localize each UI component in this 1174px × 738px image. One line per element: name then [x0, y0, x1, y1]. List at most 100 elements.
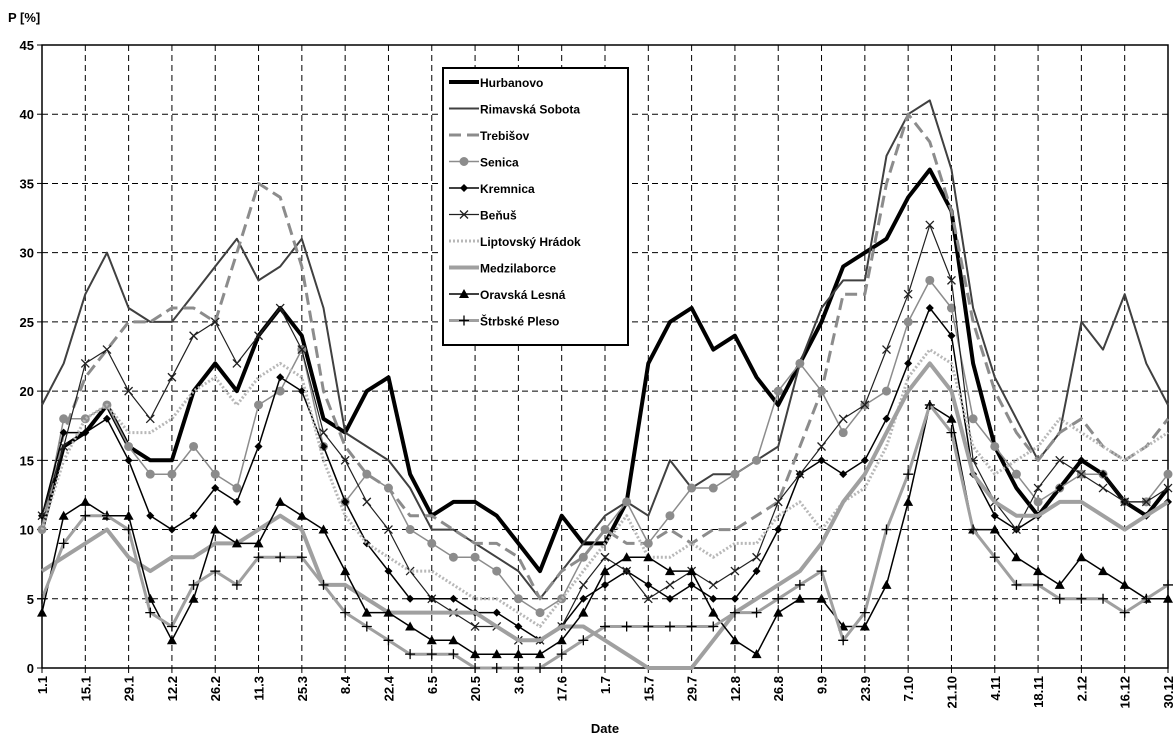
marker	[319, 428, 328, 438]
marker	[838, 414, 848, 424]
marker	[405, 525, 415, 535]
marker	[231, 538, 242, 548]
marker	[59, 442, 69, 451]
marker	[210, 317, 220, 327]
marker	[37, 607, 47, 617]
marker	[989, 552, 1000, 563]
marker	[556, 649, 567, 660]
marker	[275, 303, 285, 313]
marker	[426, 635, 437, 645]
marker	[189, 511, 198, 520]
marker	[459, 210, 469, 219]
marker	[687, 580, 696, 589]
x-tick-label: 2.12	[1074, 676, 1089, 701]
marker	[319, 442, 328, 451]
marker	[362, 497, 372, 507]
marker	[1098, 566, 1109, 576]
marker	[340, 566, 351, 576]
series	[37, 399, 1173, 673]
marker	[37, 511, 47, 521]
legend-box	[442, 67, 629, 346]
marker	[795, 358, 805, 368]
marker	[459, 157, 469, 166]
marker	[1033, 566, 1044, 576]
marker	[211, 484, 220, 493]
marker	[384, 525, 393, 535]
marker	[643, 538, 653, 548]
marker	[903, 317, 913, 327]
marker	[644, 580, 653, 589]
marker	[275, 496, 286, 506]
marker	[58, 538, 69, 549]
marker	[406, 594, 415, 603]
marker	[601, 580, 609, 589]
legend: Hurbanovo Rimavská Sobota Trebišov Senica Kr…	[442, 67, 629, 346]
marker	[297, 345, 307, 355]
marker	[817, 442, 826, 451]
marker	[729, 607, 740, 618]
marker	[80, 358, 90, 368]
marker	[622, 497, 632, 507]
marker	[384, 567, 393, 576]
x-tick-label: 6.5	[425, 676, 440, 694]
marker	[643, 594, 653, 604]
marker	[795, 469, 805, 479]
marker	[210, 469, 220, 479]
marker	[709, 594, 718, 603]
marker	[1141, 497, 1151, 507]
x-tick-label: 22.4	[381, 675, 396, 701]
plot-frame	[41, 44, 1169, 669]
marker	[1054, 579, 1065, 589]
x-tick-label: 18.11	[1031, 676, 1046, 708]
marker	[1120, 497, 1130, 507]
marker	[1119, 579, 1130, 589]
marker	[513, 649, 524, 659]
marker	[947, 275, 956, 285]
marker	[1055, 484, 1064, 493]
marker	[383, 483, 393, 493]
marker	[81, 428, 90, 437]
marker	[124, 456, 133, 465]
marker	[730, 566, 740, 576]
x-tick-label: 30.12	[1161, 676, 1174, 709]
marker	[665, 580, 675, 590]
marker	[686, 566, 697, 576]
y-axis-label: P [%]	[8, 10, 40, 25]
marker	[318, 579, 329, 590]
x-tick-label: 1.7	[598, 676, 613, 694]
marker	[687, 483, 697, 493]
marker	[773, 386, 783, 396]
marker	[383, 635, 394, 646]
marker	[166, 621, 177, 632]
marker	[838, 428, 848, 438]
marker	[1141, 593, 1152, 604]
marker	[751, 649, 762, 659]
marker	[816, 593, 827, 603]
x-tick-label: 23.9	[858, 676, 873, 701]
x-tick-label: 8.4	[338, 675, 353, 694]
marker	[990, 441, 1000, 451]
marker	[881, 579, 892, 589]
marker	[1163, 579, 1173, 590]
x-tick-label: 29.1	[122, 676, 137, 701]
marker	[59, 428, 68, 437]
marker	[297, 387, 306, 396]
marker	[1054, 593, 1065, 604]
marker	[925, 220, 935, 230]
y-tick-label: 25	[20, 315, 34, 330]
marker	[859, 621, 870, 631]
legend-label: Senica	[480, 156, 519, 170]
marker	[859, 607, 870, 618]
marker	[253, 538, 264, 548]
marker	[296, 552, 307, 563]
marker	[621, 552, 632, 562]
marker	[1011, 525, 1021, 535]
marker	[1011, 552, 1022, 562]
legend-label: Trebišov	[480, 129, 530, 143]
marker	[102, 345, 112, 355]
marker	[665, 594, 674, 603]
marker	[903, 496, 914, 506]
y-tick-label: 35	[20, 176, 34, 191]
marker	[145, 469, 155, 479]
